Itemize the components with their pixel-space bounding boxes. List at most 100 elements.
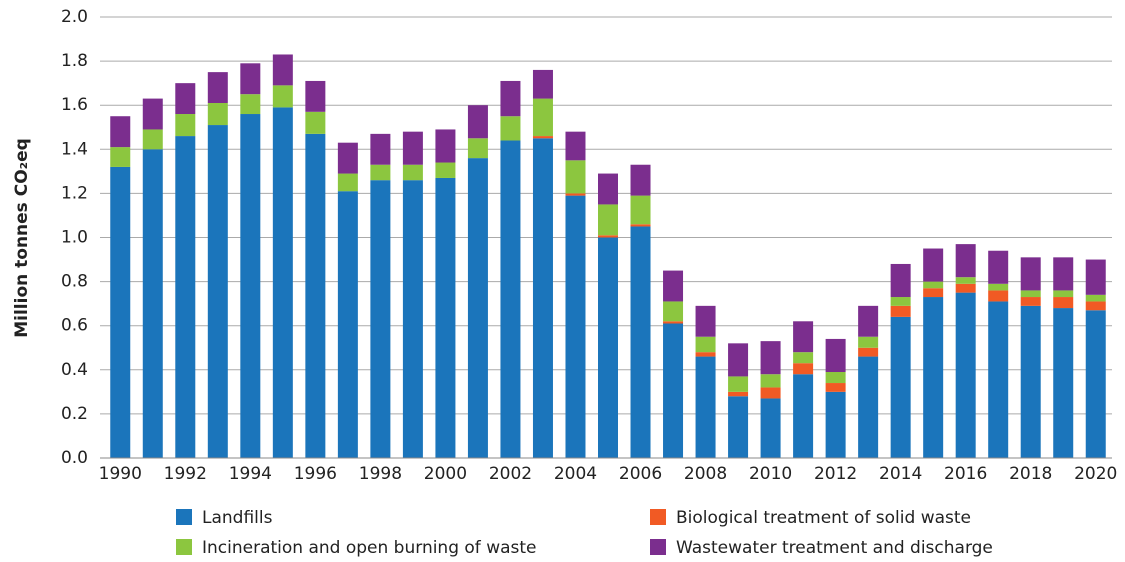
x-tick-label: 2002 (489, 464, 532, 484)
bar-segment (207, 102, 228, 126)
bar-segment (630, 224, 651, 227)
bar-segment (825, 372, 846, 384)
bar-segment (858, 336, 879, 348)
bar-segment (630, 226, 651, 458)
bar-segment (1053, 297, 1074, 309)
bar-segment (1085, 294, 1106, 302)
bar-segment (598, 173, 618, 205)
legend-label: Biological treatment of solid waste (676, 508, 971, 528)
bar-segment (500, 116, 521, 141)
bar-segment (988, 290, 1009, 302)
bar-segment (110, 116, 131, 148)
bar-segment (760, 398, 781, 458)
bar-segment (760, 387, 781, 399)
bar-segment (240, 114, 261, 459)
y-tick-label: 1.2 (61, 183, 88, 203)
bar-segment (598, 204, 618, 236)
bar-segment (598, 235, 618, 238)
bar-segment (890, 297, 911, 306)
bar-segment (500, 80, 521, 117)
y-tick-label: 0.4 (61, 360, 88, 380)
bar-segment (728, 391, 749, 397)
bar-segment (728, 343, 749, 377)
bar-segment (988, 250, 1009, 284)
bar-segment (663, 321, 684, 324)
x-tick-label: 2006 (619, 464, 662, 484)
x-tick-label: 2008 (684, 464, 727, 484)
bar-segment (402, 180, 423, 459)
bar-segment (142, 98, 163, 130)
bar-segment (175, 114, 196, 137)
legend-swatch (176, 509, 192, 525)
bar-segment (110, 147, 131, 167)
bar-segment (175, 83, 196, 115)
bar-segment (1020, 290, 1041, 298)
bar-segment (1020, 297, 1041, 306)
bar-segment (923, 281, 944, 289)
x-tick-label: 1990 (99, 464, 142, 484)
bar-segment (1020, 305, 1041, 458)
y-tick-label: 0.0 (61, 448, 88, 468)
bar-segment (1053, 257, 1074, 291)
bar-segment (695, 352, 716, 357)
x-tick-label: 1998 (359, 464, 402, 484)
bar-segment (337, 191, 358, 458)
x-tick-label: 1996 (294, 464, 337, 484)
bar-segment (825, 338, 846, 373)
bar-segment (337, 173, 358, 192)
legend-swatch (650, 509, 666, 525)
bar-segment (435, 162, 456, 178)
bar-segment (663, 301, 684, 322)
bar-segment (760, 374, 781, 388)
bar-segment (630, 164, 651, 196)
bar-segment (955, 283, 976, 293)
bar-segment (305, 80, 326, 112)
y-tick-label: 0.6 (61, 316, 88, 336)
bar-segment (955, 292, 976, 458)
bar-segment (728, 396, 749, 458)
bar-segment (532, 136, 553, 139)
bar-segment (370, 133, 391, 165)
bar-segment (532, 98, 553, 137)
bar-segment (825, 383, 846, 392)
y-tick-label: 1.8 (61, 51, 88, 71)
bar-segment (467, 105, 488, 139)
bar-segment (272, 85, 293, 108)
bar-segment (988, 301, 1009, 458)
bar-segment (272, 107, 293, 458)
bar-segment (110, 166, 131, 458)
x-tick-label: 2018 (1009, 464, 1052, 484)
bar-segment (923, 288, 944, 298)
bar-segment (1053, 290, 1074, 298)
bar-segment (598, 237, 618, 458)
x-tick-label: 2014 (879, 464, 922, 484)
bar-segment (858, 356, 879, 458)
x-tick-label: 2012 (814, 464, 857, 484)
bar-segment (142, 149, 163, 459)
bar-segment (500, 140, 521, 459)
bar-segment (858, 347, 879, 357)
bar-segment (565, 193, 586, 196)
bar-segment (760, 341, 781, 375)
x-tick-label: 2004 (554, 464, 597, 484)
bar-segment (207, 125, 228, 459)
bar-segment (858, 305, 879, 337)
y-tick-label: 2.0 (61, 7, 88, 27)
bar-segment (890, 263, 911, 298)
bar-segment (370, 180, 391, 459)
bar-segment (695, 305, 716, 337)
bar-segment (1085, 301, 1106, 311)
bar-segment (435, 177, 456, 458)
bar-segment (663, 270, 684, 302)
bar-segment (565, 195, 586, 459)
bar-segment (695, 336, 716, 353)
bar-segment (890, 316, 911, 458)
legend-swatch (650, 539, 666, 555)
bar-segment (467, 158, 488, 458)
bar-segment (207, 72, 228, 103)
y-tick-label: 0.2 (61, 404, 88, 424)
bar-segment (565, 160, 586, 194)
y-tick-label: 1.4 (61, 139, 88, 159)
x-tick-label: 2010 (749, 464, 792, 484)
bar-segment (565, 131, 586, 161)
